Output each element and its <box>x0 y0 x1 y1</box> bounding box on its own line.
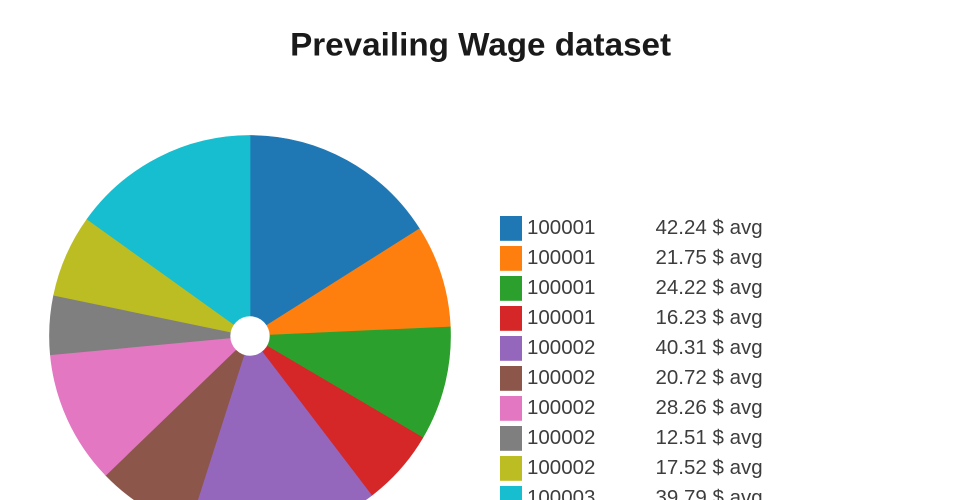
svg-text:39.79 $ avg: 39.79 $ avg <box>656 486 763 500</box>
svg-text:100002: 100002 <box>527 456 595 479</box>
svg-text:100001: 100001 <box>527 246 595 269</box>
svg-text:17.52 $ avg: 17.52 $ avg <box>656 456 763 479</box>
svg-text:20.72 $ avg: 20.72 $ avg <box>656 366 763 389</box>
svg-text:16.23 $ avg: 16.23 $ avg <box>656 306 763 329</box>
svg-text:100002: 100002 <box>527 366 595 389</box>
svg-text:100001: 100001 <box>527 216 595 239</box>
svg-text:100001: 100001 <box>527 306 595 329</box>
svg-text:Prevailing Wage dataset: Prevailing Wage dataset <box>290 26 671 62</box>
svg-text:21.75 $ avg: 21.75 $ avg <box>656 246 763 269</box>
svg-text:100002: 100002 <box>527 426 595 449</box>
svg-text:100003: 100003 <box>527 486 595 500</box>
svg-text:100002: 100002 <box>527 396 595 419</box>
svg-text:100001: 100001 <box>527 276 595 299</box>
svg-text:100002: 100002 <box>527 336 595 359</box>
svg-text:24.22 $ avg: 24.22 $ avg <box>656 276 763 299</box>
svg-text:28.26 $ avg: 28.26 $ avg <box>656 396 763 419</box>
svg-text:42.24 $ avg: 42.24 $ avg <box>656 216 763 239</box>
svg-text:40.31 $ avg: 40.31 $ avg <box>656 336 763 359</box>
svg-text:12.51 $ avg: 12.51 $ avg <box>656 426 763 449</box>
